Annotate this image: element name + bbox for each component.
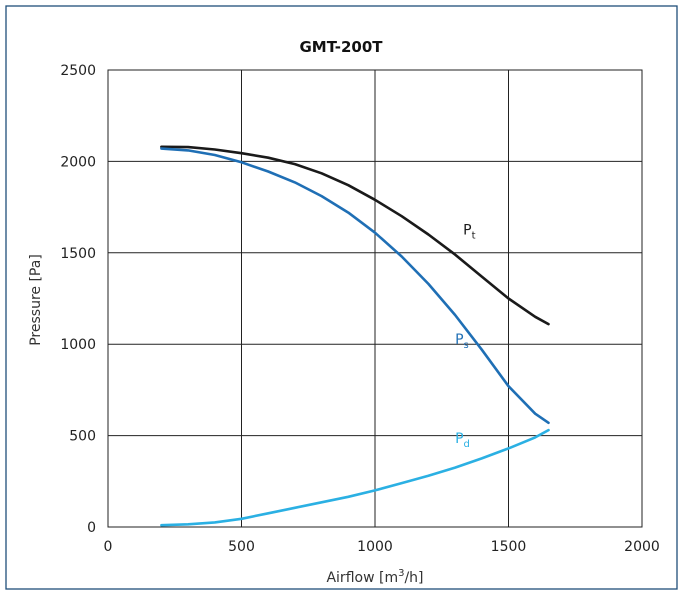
- y-tick-labels: 0 500 1000 1500 2000 2500: [60, 63, 96, 536]
- series-label-main: P: [463, 223, 471, 239]
- x-axis-label-main: Airflow [m: [326, 570, 398, 586]
- series-label-pt: Pt: [463, 223, 475, 242]
- x-tick-label: 1000: [357, 539, 393, 555]
- series-label-main: P: [455, 332, 463, 348]
- chart-title: GMT-200T: [299, 38, 383, 56]
- y-tick-label: 1500: [60, 246, 96, 262]
- series-label-ps: Ps: [455, 332, 469, 351]
- grid: [107, 69, 643, 528]
- series-label-sub: s: [464, 340, 469, 351]
- x-axis-label-sup: 3: [398, 568, 404, 579]
- series-label-pd: Pd: [455, 431, 470, 450]
- x-tick-labels: 0 500 1000 1500 2000: [104, 539, 660, 555]
- y-tick-label: 0: [87, 520, 96, 536]
- plot-area: [107, 69, 643, 528]
- x-axis-label-end: /h]: [404, 570, 423, 586]
- series-label-main: P: [455, 431, 463, 447]
- x-tick-label: 2000: [624, 539, 660, 555]
- series-label-sub: d: [464, 439, 470, 450]
- series-label-sub: t: [472, 231, 476, 242]
- series-line-pd: [160, 428, 550, 527]
- y-tick-label: 1000: [60, 337, 96, 353]
- x-tick-label: 0: [104, 539, 113, 555]
- x-axis-label: Airflow [m3/h]: [326, 568, 423, 586]
- x-tick-label: 500: [228, 539, 255, 555]
- chart-frame: [5, 5, 678, 590]
- x-tick-label: 1500: [491, 539, 527, 555]
- y-tick-label: 2500: [60, 63, 96, 79]
- y-axis-label: Pressure [Pa]: [28, 254, 44, 346]
- series-line-ps: [160, 147, 550, 425]
- y-tick-label: 2000: [60, 154, 96, 170]
- series-line-pt: [160, 145, 550, 326]
- y-tick-label: 500: [69, 429, 96, 445]
- series-lines: [160, 145, 550, 527]
